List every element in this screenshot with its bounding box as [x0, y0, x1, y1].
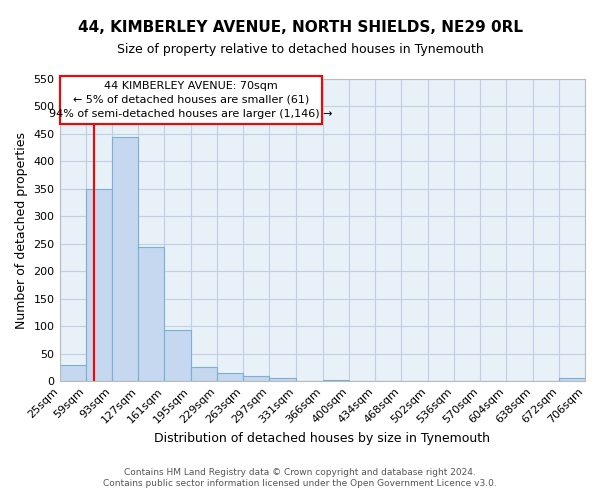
Bar — [164, 330, 191, 381]
Bar — [217, 373, 243, 381]
Text: 44, KIMBERLEY AVENUE, NORTH SHIELDS, NE29 0RL: 44, KIMBERLEY AVENUE, NORTH SHIELDS, NE2… — [77, 20, 523, 35]
Text: Contains HM Land Registry data © Crown copyright and database right 2024.
Contai: Contains HM Land Registry data © Crown c… — [103, 468, 497, 487]
Bar — [59, 364, 86, 381]
FancyBboxPatch shape — [59, 76, 322, 124]
Bar — [243, 376, 269, 381]
Bar — [269, 378, 296, 381]
Bar — [323, 380, 349, 381]
Bar — [112, 136, 138, 381]
Bar — [191, 368, 217, 381]
X-axis label: Distribution of detached houses by size in Tynemouth: Distribution of detached houses by size … — [154, 432, 490, 445]
Bar — [138, 246, 164, 381]
Bar — [559, 378, 585, 381]
Text: 44 KIMBERLEY AVENUE: 70sqm
← 5% of detached houses are smaller (61)
94% of semi-: 44 KIMBERLEY AVENUE: 70sqm ← 5% of detac… — [49, 81, 332, 119]
Bar — [86, 189, 112, 381]
Y-axis label: Number of detached properties: Number of detached properties — [15, 132, 28, 328]
Text: Size of property relative to detached houses in Tynemouth: Size of property relative to detached ho… — [116, 42, 484, 56]
